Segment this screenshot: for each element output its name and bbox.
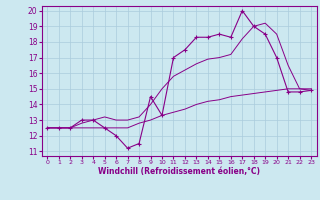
X-axis label: Windchill (Refroidissement éolien,°C): Windchill (Refroidissement éolien,°C)	[98, 167, 260, 176]
